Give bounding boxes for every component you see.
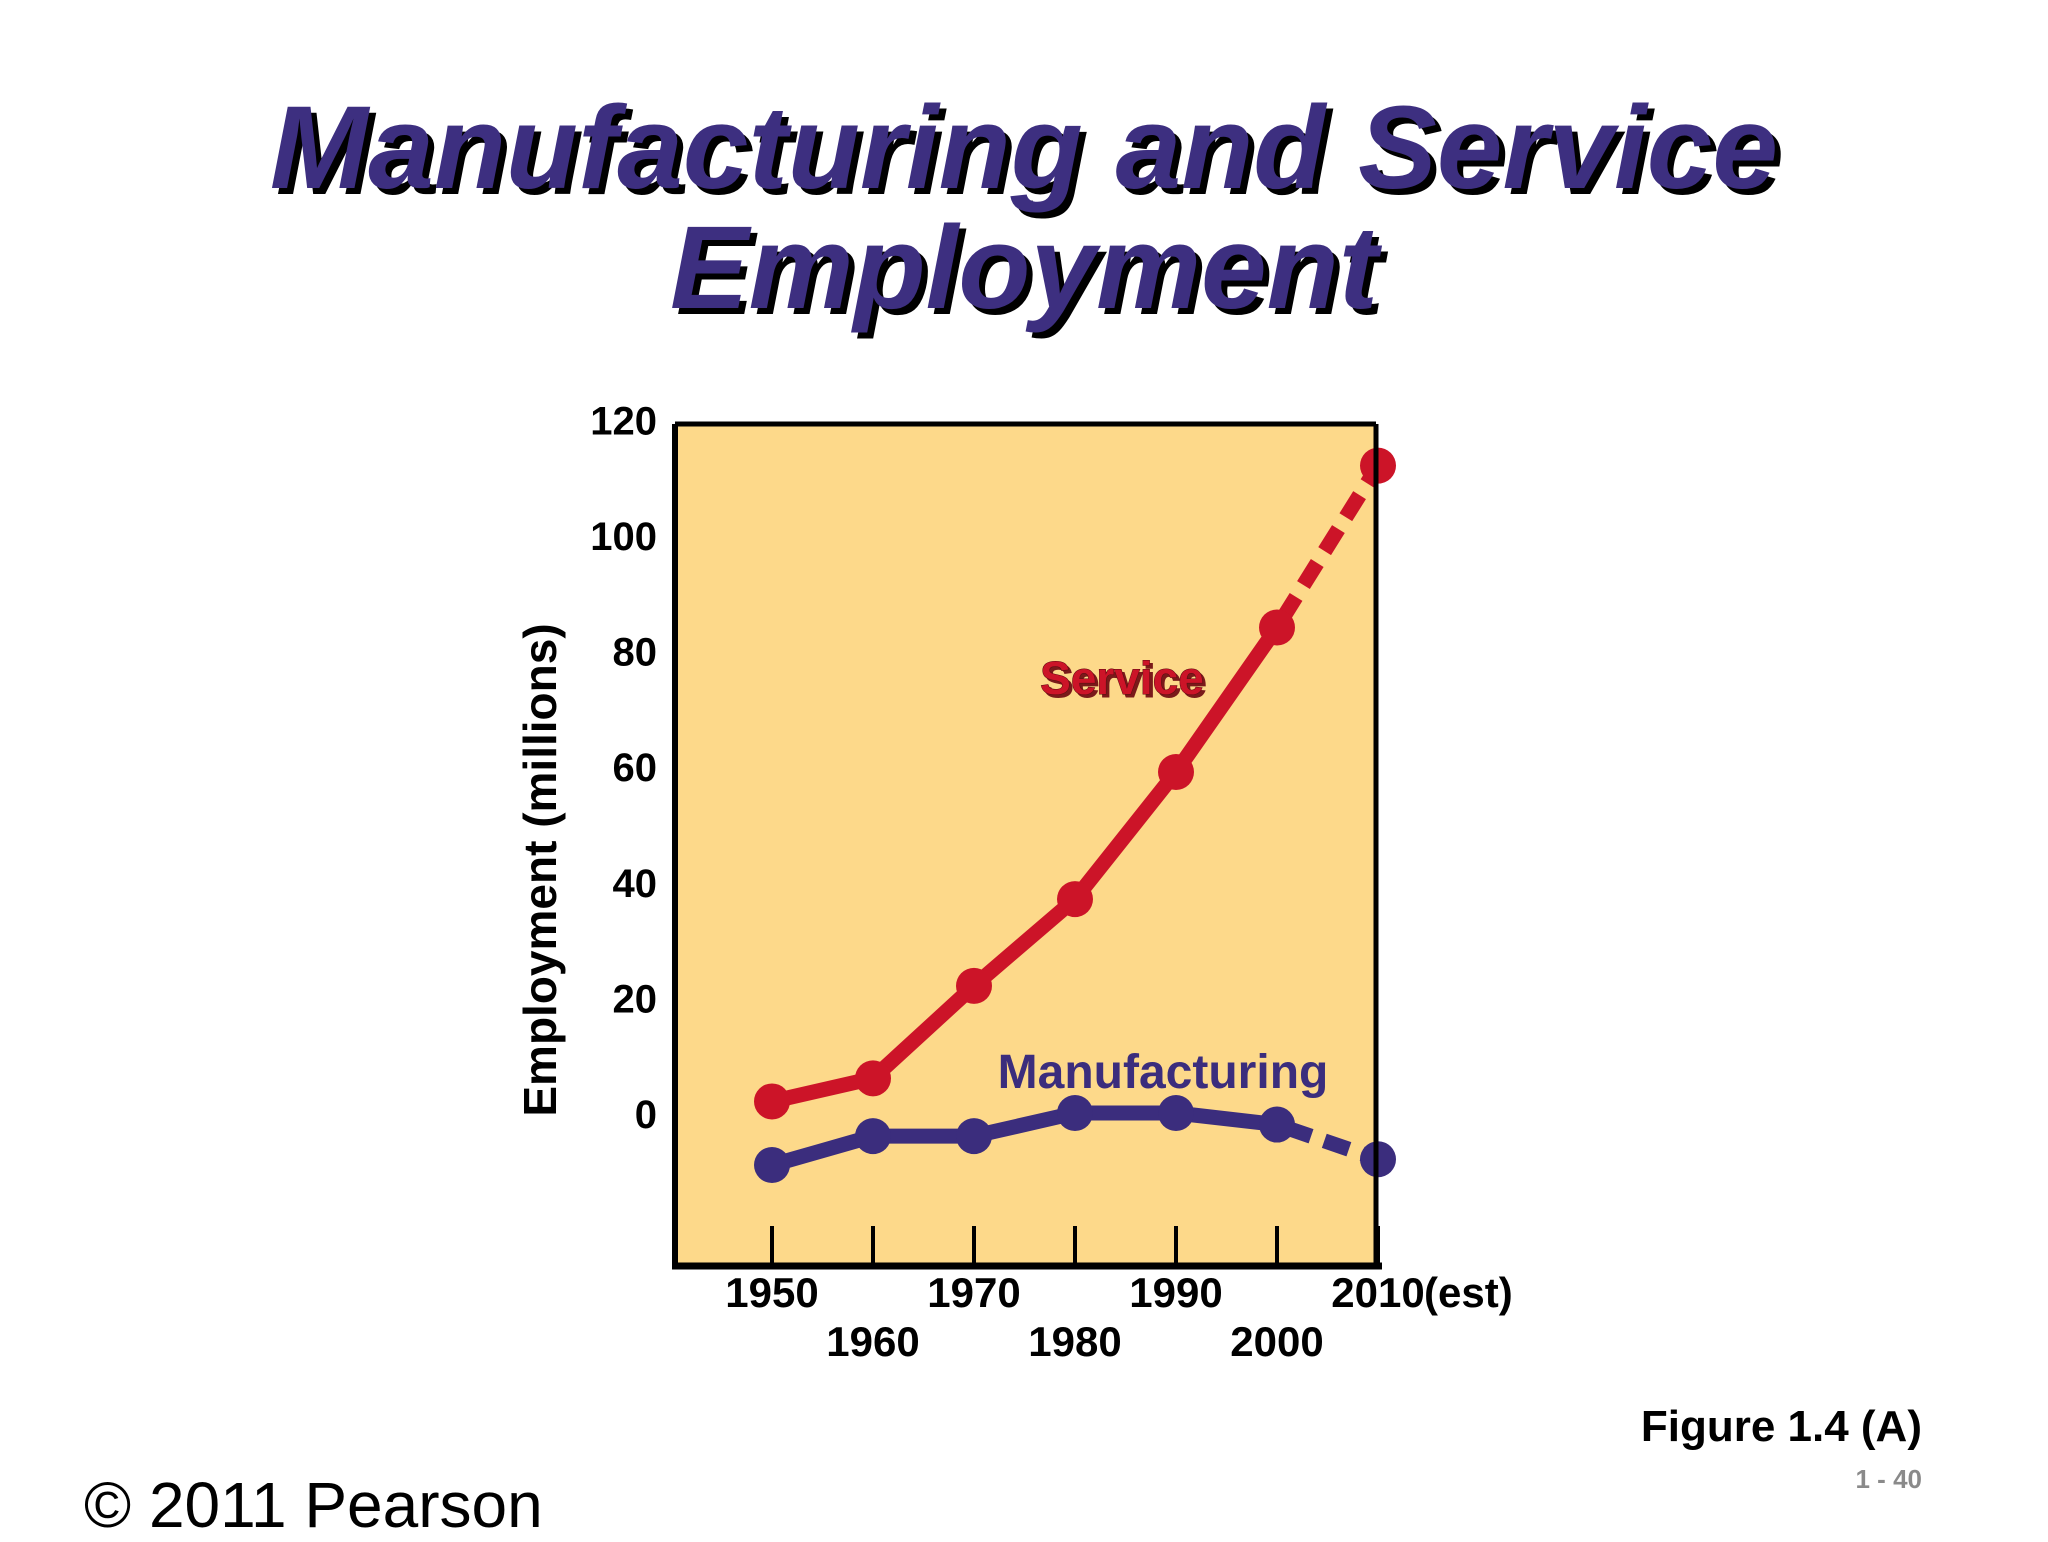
- manufacturing-point-1960: [855, 1118, 891, 1155]
- y-tick-label-80: 80: [613, 631, 658, 675]
- x-tick-label-1950: 1950: [725, 1269, 818, 1316]
- page-number: 1 - 40: [1855, 1464, 1923, 1494]
- y-tick-label-0: 0: [635, 1093, 657, 1137]
- service-series-label: Service: [1040, 652, 1204, 704]
- x-tick-label-1990: 1990: [1129, 1269, 1222, 1316]
- slide-title: Manufacturing and Service Employment: [0, 88, 2048, 328]
- service-point-1970: [956, 967, 992, 1004]
- y-tick-label-60: 60: [613, 746, 658, 790]
- axis-layer: [672, 421, 1382, 1270]
- slide-title-line-1: Manufacturing and Service: [269, 82, 1779, 214]
- service-point-1950: [754, 1083, 790, 1120]
- x-tick-label-1960: 1960: [826, 1318, 919, 1365]
- service-point-1990: [1158, 753, 1194, 790]
- y-tick-label-40: 40: [613, 862, 658, 906]
- x-tick-label-1970: 1970: [927, 1269, 1020, 1316]
- manufacturing-point-1980: [1057, 1095, 1093, 1131]
- manufacturing-point-1950: [754, 1147, 790, 1184]
- service-point-1960: [855, 1060, 891, 1097]
- manufacturing-point-1990: [1158, 1095, 1194, 1131]
- service-point-1980: [1057, 881, 1093, 918]
- figure-label: Figure 1.4 (A): [1640, 1402, 1922, 1451]
- y-tick-label-120: 120: [590, 399, 657, 443]
- series-layer: [754, 447, 1396, 1184]
- y-axis-title: Employment (millions): [514, 623, 566, 1116]
- y-tick-label-20: 20: [613, 977, 658, 1021]
- slide-title-line-2: Employment: [669, 202, 1379, 334]
- service-point-2000: [1259, 609, 1295, 646]
- y-tick-label-100: 100: [590, 515, 657, 559]
- x-tick-label-2000: 2000: [1230, 1318, 1323, 1365]
- manufacturing-point-1970: [956, 1118, 992, 1155]
- label-layer: 120 100 80 60 40 20 0 1950196019701980199020002…: [514, 399, 1513, 1365]
- x-tick-label-2010: 2010: [1331, 1269, 1424, 1316]
- service-estimate-segment: [1270, 461, 1385, 632]
- x-tick-label-1980: 1980: [1028, 1318, 1121, 1365]
- x-tick-est-suffix: (est): [1424, 1269, 1513, 1316]
- manufacturing-series-label: Manufacturing: [998, 1046, 1329, 1099]
- manufacturing-point-2000: [1259, 1106, 1295, 1143]
- copyright-notice: © 2011 Pearson: [84, 1469, 543, 1541]
